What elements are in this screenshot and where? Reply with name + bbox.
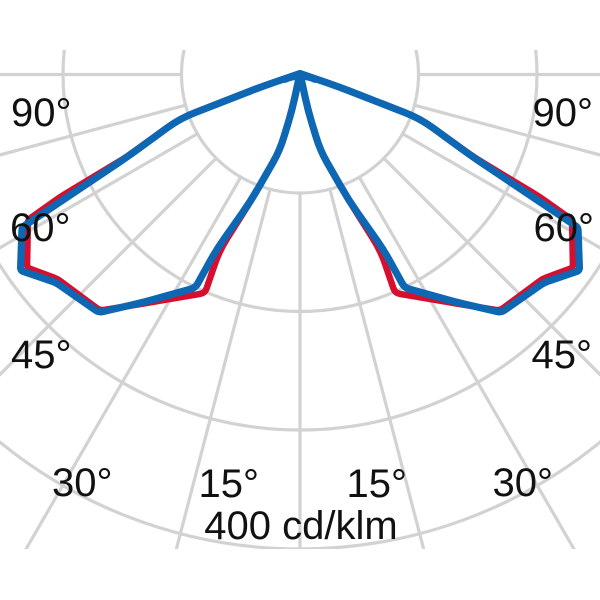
svg-text:400 cd/klm: 400 cd/klm bbox=[204, 504, 397, 548]
svg-text:60°: 60° bbox=[10, 206, 71, 250]
svg-text:15°: 15° bbox=[199, 462, 260, 506]
svg-text:30°: 30° bbox=[493, 461, 554, 505]
svg-text:15°: 15° bbox=[347, 462, 408, 506]
svg-text:90°: 90° bbox=[11, 91, 72, 135]
svg-text:45°: 45° bbox=[532, 333, 593, 377]
svg-text:45°: 45° bbox=[11, 333, 72, 377]
svg-text:90°: 90° bbox=[533, 91, 594, 135]
svg-text:30°: 30° bbox=[52, 461, 113, 505]
svg-text:60°: 60° bbox=[534, 206, 595, 250]
